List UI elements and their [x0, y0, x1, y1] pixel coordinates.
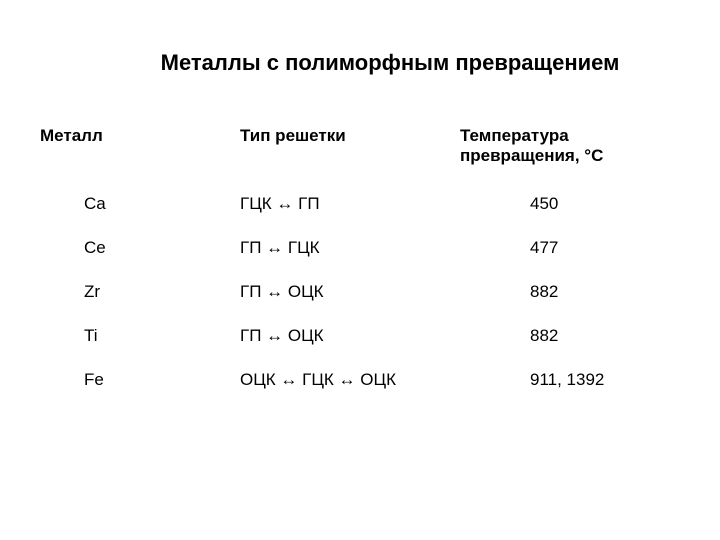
cell-type: ГП ↔ ОЦК	[240, 282, 460, 302]
cell-metal: Fe	[40, 370, 240, 390]
cell-temp: 882	[460, 282, 680, 302]
metals-table: Металл Тип решетки Температура превращен…	[40, 126, 680, 390]
cell-type: ГП ↔ ГЦК	[240, 238, 460, 258]
table-row: Ca ГЦК ↔ ГП 450	[40, 194, 680, 214]
cell-metal: Ca	[40, 194, 240, 214]
cell-type: ГЦК ↔ ГП	[240, 194, 460, 214]
col-header-temp: Температура превращения, °С	[460, 126, 680, 166]
col-header-metal: Металл	[40, 126, 240, 166]
table-row: Zr ГП ↔ ОЦК 882	[40, 282, 680, 302]
cell-metal: Ti	[40, 326, 240, 346]
table-row: Ti ГП ↔ ОЦК 882	[40, 326, 680, 346]
cell-type: ОЦК ↔ ГЦК ↔ ОЦК	[240, 370, 460, 390]
cell-metal: Zr	[40, 282, 240, 302]
cell-temp: 477	[460, 238, 680, 258]
col-header-type: Тип решетки	[240, 126, 460, 166]
cell-temp: 911, 1392	[460, 370, 680, 390]
table-row: Ce ГП ↔ ГЦК 477	[40, 238, 680, 258]
table-header-row: Металл Тип решетки Температура превращен…	[40, 126, 680, 166]
page-title: Металлы с полиморфным превращением	[40, 50, 680, 76]
cell-metal: Ce	[40, 238, 240, 258]
cell-temp: 450	[460, 194, 680, 214]
table-row: Fe ОЦК ↔ ГЦК ↔ ОЦК 911, 1392	[40, 370, 680, 390]
cell-type: ГП ↔ ОЦК	[240, 326, 460, 346]
cell-temp: 882	[460, 326, 680, 346]
